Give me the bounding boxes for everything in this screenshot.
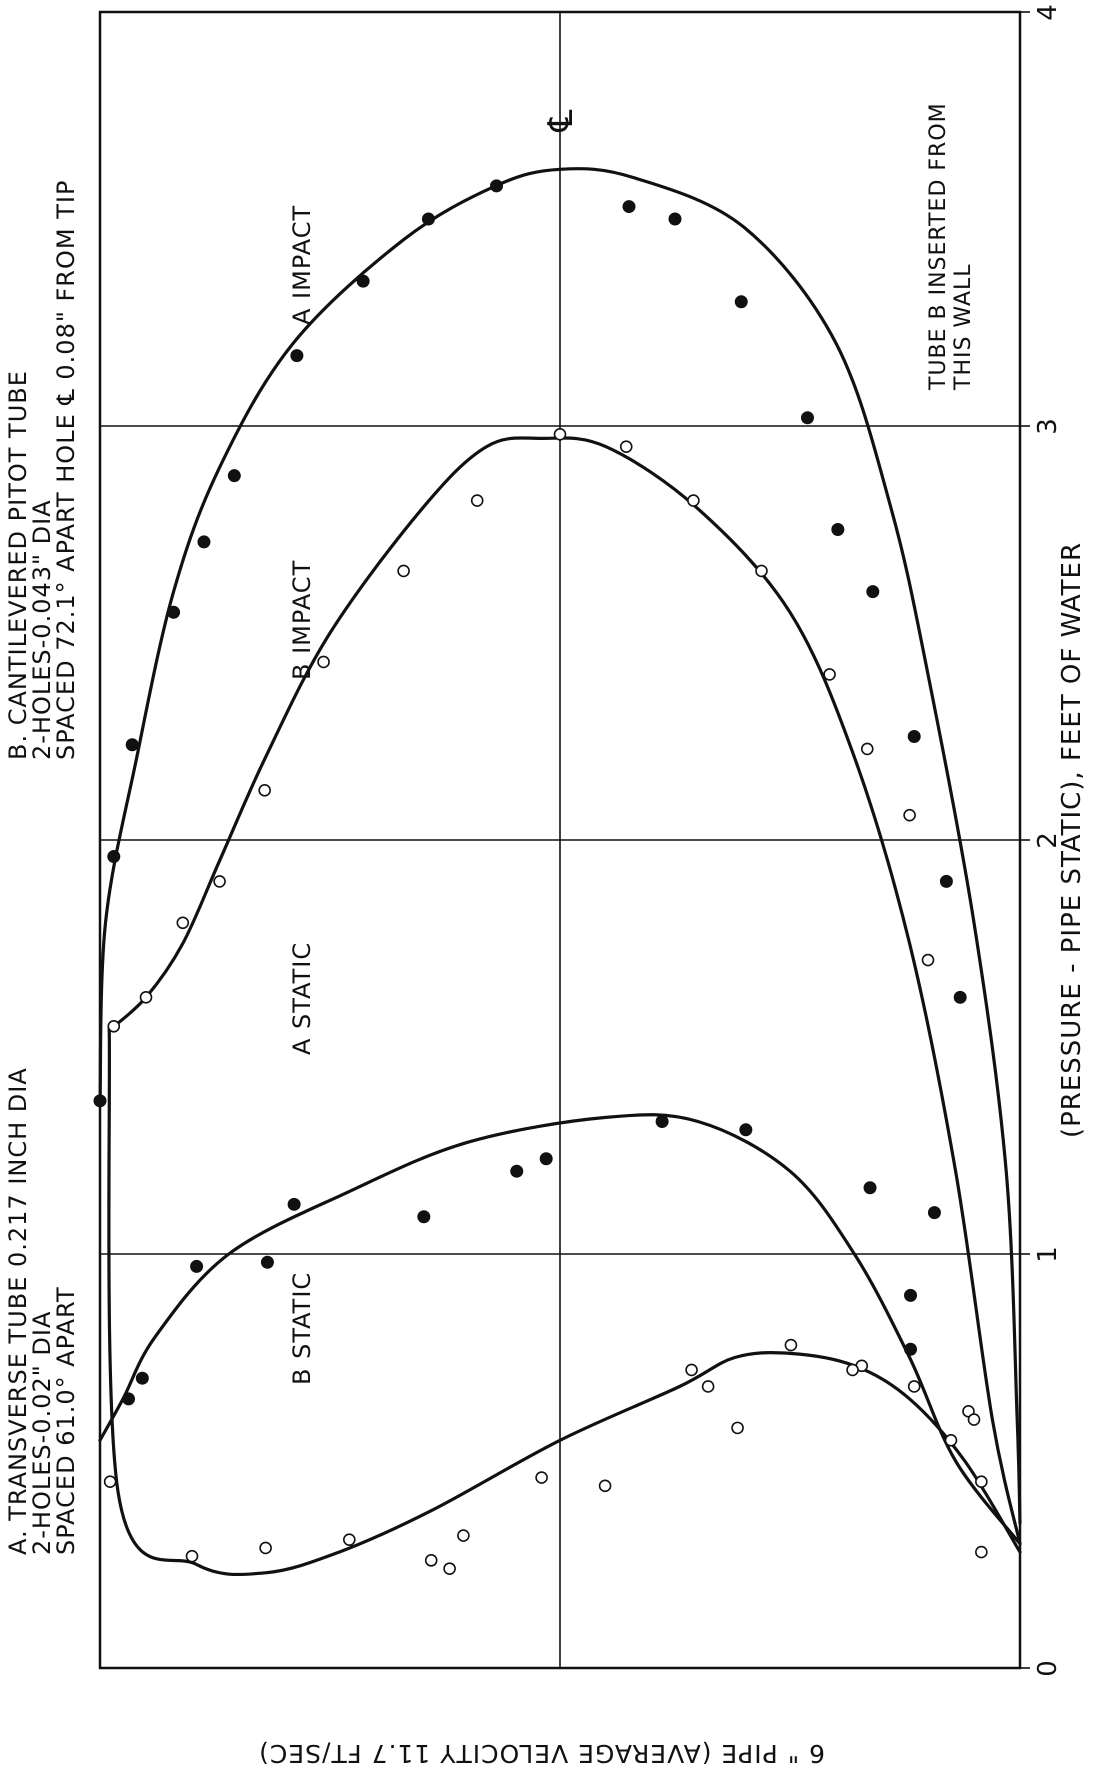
curve-a-impact <box>98 167 1022 1525</box>
point-b-static-7 <box>535 1471 548 1484</box>
point-a-impact-9 <box>622 200 636 214</box>
point-a-impact-8 <box>490 179 504 193</box>
point-a-impact-14 <box>866 585 880 599</box>
annotation-wall-line-1: TUBE B INSERTED FROM <box>926 102 951 391</box>
point-a-impact-4 <box>227 469 241 483</box>
point-b-static-1 <box>185 1549 199 1563</box>
text-layer: 0 1 2 3 4 (PRESSURE - PIPE STATIC), FEET OF W… <box>4 3 1087 1768</box>
point-a-static-9 <box>655 1115 669 1129</box>
point-a-static-7 <box>510 1164 524 1178</box>
grid-layer <box>98 10 1030 1670</box>
point-b-impact-10 <box>687 494 700 507</box>
y-axis-label: 6 " PIPE (AVERAGE VELOCITY 11.7 FT/SEC) <box>258 1739 825 1768</box>
curve-label-b-static: B STATIC <box>288 1272 316 1385</box>
point-a-static-10 <box>739 1123 753 1137</box>
point-layer <box>93 179 988 1575</box>
point-b-impact-6 <box>397 564 410 578</box>
point-a-static-5 <box>287 1197 301 1211</box>
point-a-impact-16 <box>939 874 953 888</box>
point-b-impact-5 <box>317 655 330 669</box>
point-b-static-18 <box>967 1413 981 1426</box>
point-b-static-0 <box>103 1475 117 1488</box>
point-a-static-4 <box>260 1255 274 1269</box>
curve-b-static <box>107 1024 1022 1577</box>
point-b-static-17 <box>944 1434 958 1447</box>
point-b-impact-13 <box>860 742 874 756</box>
point-b-static-15 <box>907 1380 921 1393</box>
point-b-static-3 <box>343 1533 356 1546</box>
point-a-static-0 <box>93 1094 107 1108</box>
point-a-static-12 <box>904 1288 918 1302</box>
point-b-impact-14 <box>903 808 916 822</box>
point-b-impact-1 <box>139 991 153 1004</box>
point-a-static-11 <box>863 1181 877 1195</box>
point-a-impact-13 <box>831 523 845 536</box>
point-a-impact-12 <box>800 411 814 425</box>
annotation-b-line-2: 2-HOLES-0.043" DIA <box>28 499 56 760</box>
point-b-static-19 <box>975 1545 988 1559</box>
point-b-impact-12 <box>823 668 836 681</box>
point-b-static-5 <box>457 1529 470 1542</box>
point-b-static-9 <box>731 1421 744 1435</box>
point-b-impact-4 <box>258 784 271 797</box>
point-a-impact-11 <box>734 295 748 309</box>
tick-label-3: 3 <box>1033 417 1063 435</box>
point-a-static-3 <box>190 1259 204 1273</box>
point-b-impact-8 <box>553 427 567 441</box>
annotation-a-line-1: A. TRANSVERSE TUBE 0.217 INCH DIA <box>4 1067 32 1555</box>
point-b-static-12 <box>784 1338 798 1352</box>
annotation-b-line-3: SPACED 72.1° APART HOLE ℄ 0.08" FROM TIP <box>52 180 80 760</box>
point-b-impact-2 <box>176 916 190 930</box>
annotation-b-line-1: B. CANTILEVERED PITOT TUBE <box>4 370 32 760</box>
point-b-impact-11 <box>755 564 768 578</box>
curve-label-a-static: A STATIC <box>288 942 316 1055</box>
point-b-impact-0 <box>107 1020 121 1033</box>
point-a-impact-3 <box>197 535 211 549</box>
point-a-impact-15 <box>907 730 921 743</box>
annotation-a-line-3: SPACED 61.0° APART <box>52 1286 80 1555</box>
point-a-impact-1 <box>125 738 139 752</box>
point-b-static-4 <box>424 1554 438 1567</box>
point-a-impact-2 <box>167 605 181 619</box>
point-a-impact-5 <box>290 349 304 363</box>
point-a-static-1 <box>122 1392 136 1406</box>
curve-b-impact <box>107 436 1022 1546</box>
point-b-impact-3 <box>213 875 226 888</box>
x-axis-label: (PRESSURE - PIPE STATIC), FEET OF WATER <box>1057 542 1087 1138</box>
point-b-static-8 <box>598 1479 612 1493</box>
tick-label-2: 2 <box>1033 831 1063 849</box>
point-b-impact-7 <box>470 494 484 507</box>
curve-a-static <box>98 1113 1022 1546</box>
tick-label-0: 0 <box>1033 1659 1063 1677</box>
point-b-impact-15 <box>921 953 935 967</box>
point-b-static-11 <box>685 1363 698 1377</box>
point-a-impact-10 <box>668 212 682 226</box>
point-a-impact-17 <box>953 990 967 1004</box>
curve-label-b-impact: B IMPACT <box>288 560 316 680</box>
curve-layer <box>98 167 1022 1577</box>
point-b-static-2 <box>259 1541 272 1555</box>
point-a-static-13 <box>927 1206 941 1220</box>
point-b-static-6 <box>443 1562 456 1575</box>
point-a-impact-6 <box>356 274 370 288</box>
tick-label-1: 1 <box>1033 1245 1063 1263</box>
point-a-static-14 <box>904 1342 918 1356</box>
point-a-impact-0 <box>107 850 121 864</box>
point-a-static-2 <box>135 1371 149 1385</box>
point-b-static-10 <box>701 1380 715 1393</box>
point-b-impact-9 <box>619 440 633 454</box>
curve-label-a-impact: A IMPACT <box>288 205 316 325</box>
centerline-symbol: ℄ <box>541 109 581 133</box>
point-b-static-14 <box>846 1363 859 1377</box>
annotation-a-line-2: 2-HOLES-0.02" DIA <box>28 1311 56 1555</box>
point-a-impact-7 <box>421 212 435 226</box>
point-a-static-8 <box>539 1152 553 1166</box>
point-a-static-6 <box>417 1210 431 1224</box>
tick-label-4: 4 <box>1033 3 1063 21</box>
point-b-impact-16 <box>975 1475 988 1488</box>
annotation-wall-line-2: THIS WALL <box>951 263 976 391</box>
